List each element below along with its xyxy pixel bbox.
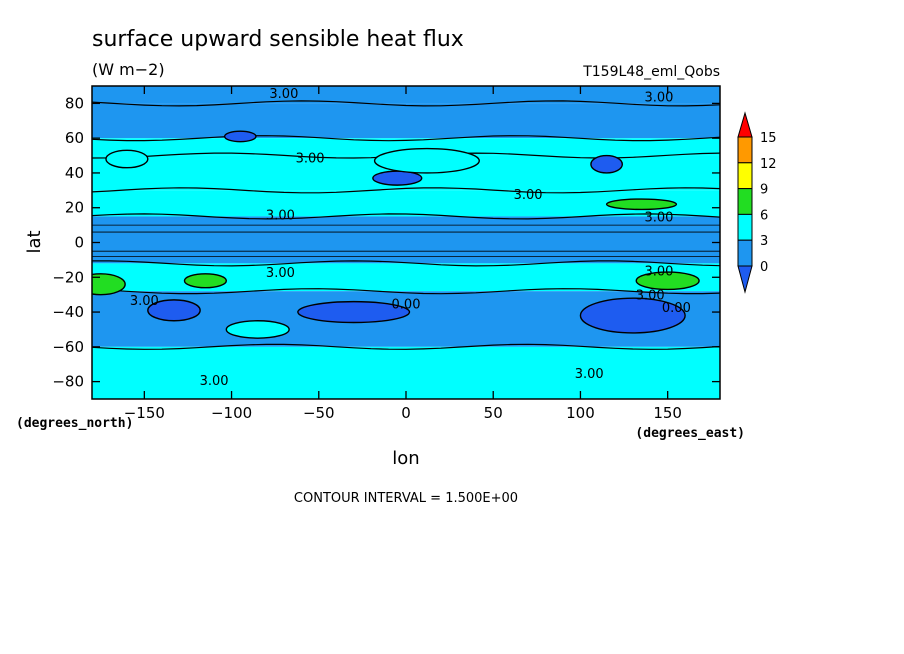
y-axis-label: lat — [24, 230, 45, 253]
y-units-label: (degrees_north) — [16, 416, 133, 431]
contour-line-2 — [92, 135, 720, 142]
contour-patch-7 — [590, 154, 624, 174]
contour-patch-11 — [225, 320, 290, 339]
y-tick-label-0: 80 — [65, 94, 84, 112]
lat-band-5 — [92, 216, 720, 264]
plot-area — [92, 86, 720, 399]
lat-band-2 — [92, 138, 720, 156]
contour-patch-12 — [373, 147, 480, 174]
x-tick-label-1: −100 — [211, 404, 252, 422]
colorbar-label-3: 9 — [760, 183, 768, 198]
colorbar-segment-1 — [737, 162, 753, 190]
contour-line-7 — [92, 288, 720, 295]
contour-patch-2 — [635, 271, 700, 291]
colorbar-bottom-arrow — [737, 265, 753, 294]
contour-patch-0 — [92, 273, 126, 296]
contour-labels: 3.00 3.00 3.00 3.00 3.00 3.00 3.00 3.00 3.00 3.00… — [130, 87, 691, 389]
colorbar: 0 3 6 9 12 15 — [737, 111, 777, 294]
x-tick-label-3: 0 — [401, 404, 411, 422]
plot-fill-group — [92, 86, 720, 399]
contour-label-3: 3.00 — [514, 188, 543, 203]
contour-patch-4 — [297, 300, 411, 324]
contour-patch-6 — [579, 297, 686, 334]
contour-patch-5 — [147, 299, 201, 322]
colorbar-segment-2 — [737, 188, 753, 215]
contour-line-5 — [92, 213, 720, 220]
y-tick-label-8: −80 — [52, 373, 84, 391]
contour-patch-9 — [223, 130, 257, 143]
contour-patch-3 — [605, 198, 678, 211]
contour-label-13: 3.00 — [575, 367, 604, 382]
contour-patch-1 — [183, 273, 228, 289]
contour-label-2: 3.00 — [296, 151, 325, 166]
x-units-label: (degrees_east) — [635, 426, 745, 441]
x-tick-label-0: −150 — [124, 404, 165, 422]
contour-label-11: 0.00 — [662, 301, 691, 316]
lat-band-1 — [92, 103, 720, 139]
x-tick-label-6: 150 — [653, 404, 682, 422]
contour-label-7: 3.00 — [644, 264, 673, 279]
lat-band-8 — [92, 346, 720, 399]
colorbar-label-0: 0 — [760, 260, 768, 275]
axes: −150 −100 −50 0 50 100 150 80 60 40 20 0 −20 −40 −60 −8… — [52, 85, 721, 422]
contour-label-6: 3.00 — [266, 266, 295, 281]
colorbar-top-arrow — [737, 111, 753, 138]
chart-title: surface upward sensible heat flux — [92, 27, 464, 52]
run-label: T159L48_eml_Qobs — [582, 64, 720, 80]
contour-patch-10 — [105, 149, 149, 169]
contour-line-6 — [92, 260, 720, 267]
colorbar-label-1: 3 — [760, 234, 768, 249]
contour-label-4: 3.00 — [266, 209, 295, 224]
colorbar-label-4: 12 — [760, 157, 777, 172]
contour-label-8: 3.00 — [130, 294, 159, 309]
contour-label-10: 0.00 — [392, 297, 421, 312]
colorbar-segment-4 — [737, 239, 753, 267]
contour-line-8 — [92, 343, 720, 350]
contour-label-0: 3.00 — [269, 87, 298, 102]
x-tick-label-2: −50 — [303, 404, 335, 422]
contour-label-12: 3.00 — [200, 374, 229, 389]
colorbar-label-2: 6 — [760, 208, 768, 223]
contour-label-9: 3.00 — [636, 289, 665, 304]
x-tick-label-4: 50 — [484, 404, 503, 422]
contour-line-1 — [92, 100, 720, 107]
y-tick-label-6: −40 — [52, 303, 84, 321]
y-tick-label-3: 20 — [65, 199, 84, 217]
colorbar-label-5: 15 — [760, 131, 777, 146]
y-tick-label-7: −60 — [52, 338, 84, 356]
colorbar-segment-3 — [737, 213, 753, 241]
colorbar-segment-0 — [737, 136, 753, 164]
contour-label-5: 3.00 — [644, 210, 673, 225]
lat-band-0 — [92, 86, 720, 104]
y-tick-label-4: 0 — [74, 234, 84, 252]
contour-line-4 — [92, 187, 720, 194]
chart-subtitle: (W m−2) — [92, 60, 165, 79]
y-tick-label-2: 40 — [65, 164, 84, 182]
contour-label-1: 3.00 — [644, 90, 673, 105]
x-axis-label: lon — [392, 448, 419, 469]
y-tick-label-5: −20 — [52, 268, 84, 286]
y-tick-label-1: 60 — [65, 129, 84, 147]
x-tick-label-5: 100 — [566, 404, 595, 422]
contour-interval-note: CONTOUR INTERVAL = 1.500E+00 — [294, 491, 518, 506]
